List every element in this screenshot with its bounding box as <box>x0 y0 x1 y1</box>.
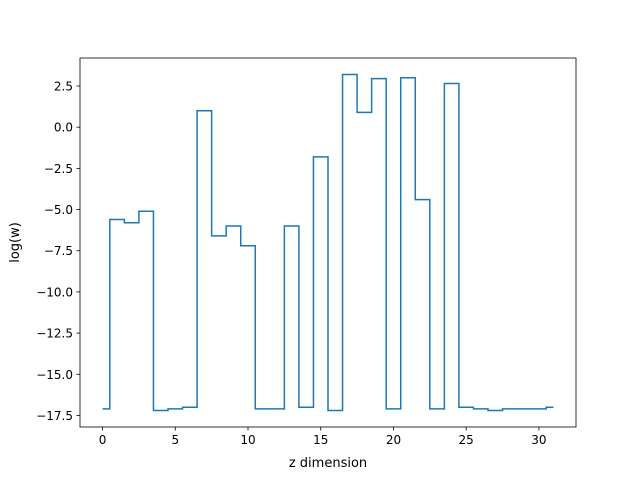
y-tick-label: −12.5 <box>36 327 73 341</box>
plot-area <box>102 73 554 412</box>
y-tick-label: 2.5 <box>54 80 73 94</box>
x-axis-ticks: 0 5 10 15 20 25 30 <box>99 427 547 447</box>
y-tick-label: −17.5 <box>36 409 73 423</box>
x-tick-label: 20 <box>386 433 401 447</box>
y-axis-label: log(w) <box>8 222 23 263</box>
x-tick-label: 5 <box>171 433 179 447</box>
y-tick-label: −5.0 <box>44 203 73 217</box>
y-tick-label: −7.5 <box>44 244 73 258</box>
axes-frame <box>79 57 577 428</box>
x-tick-label: 15 <box>313 433 328 447</box>
x-tick-label: 25 <box>459 433 474 447</box>
x-tick-label: 30 <box>531 433 546 447</box>
x-tick-label: 10 <box>240 433 255 447</box>
y-tick-label: −2.5 <box>44 162 73 176</box>
series-line-0 <box>102 73 554 412</box>
x-tick-label: 0 <box>99 433 107 447</box>
y-tick-label: −15.0 <box>36 368 73 382</box>
y-tick-label: −10.0 <box>36 285 73 299</box>
x-axis-label: z dimension <box>289 456 367 471</box>
y-tick-label: 0.0 <box>54 121 73 135</box>
y-axis-ticks: 2.5 0.0 −2.5 −5.0 −7.5 −10.0 −12.5 −15.0 −17.5 <box>36 80 80 423</box>
